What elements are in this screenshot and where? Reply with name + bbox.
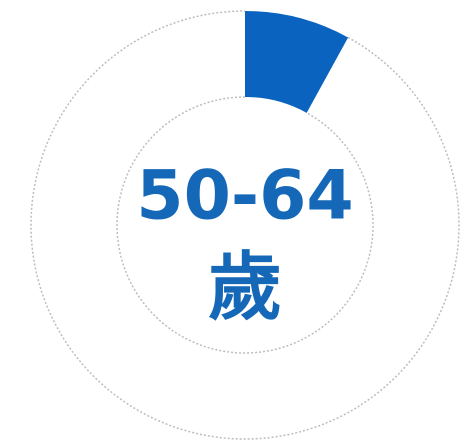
donut-segment: [245, 11, 349, 113]
center-sublabel: 歲: [208, 245, 282, 331]
donut-segment: [30, 10, 460, 440]
center-label: 50-64: [136, 157, 353, 236]
